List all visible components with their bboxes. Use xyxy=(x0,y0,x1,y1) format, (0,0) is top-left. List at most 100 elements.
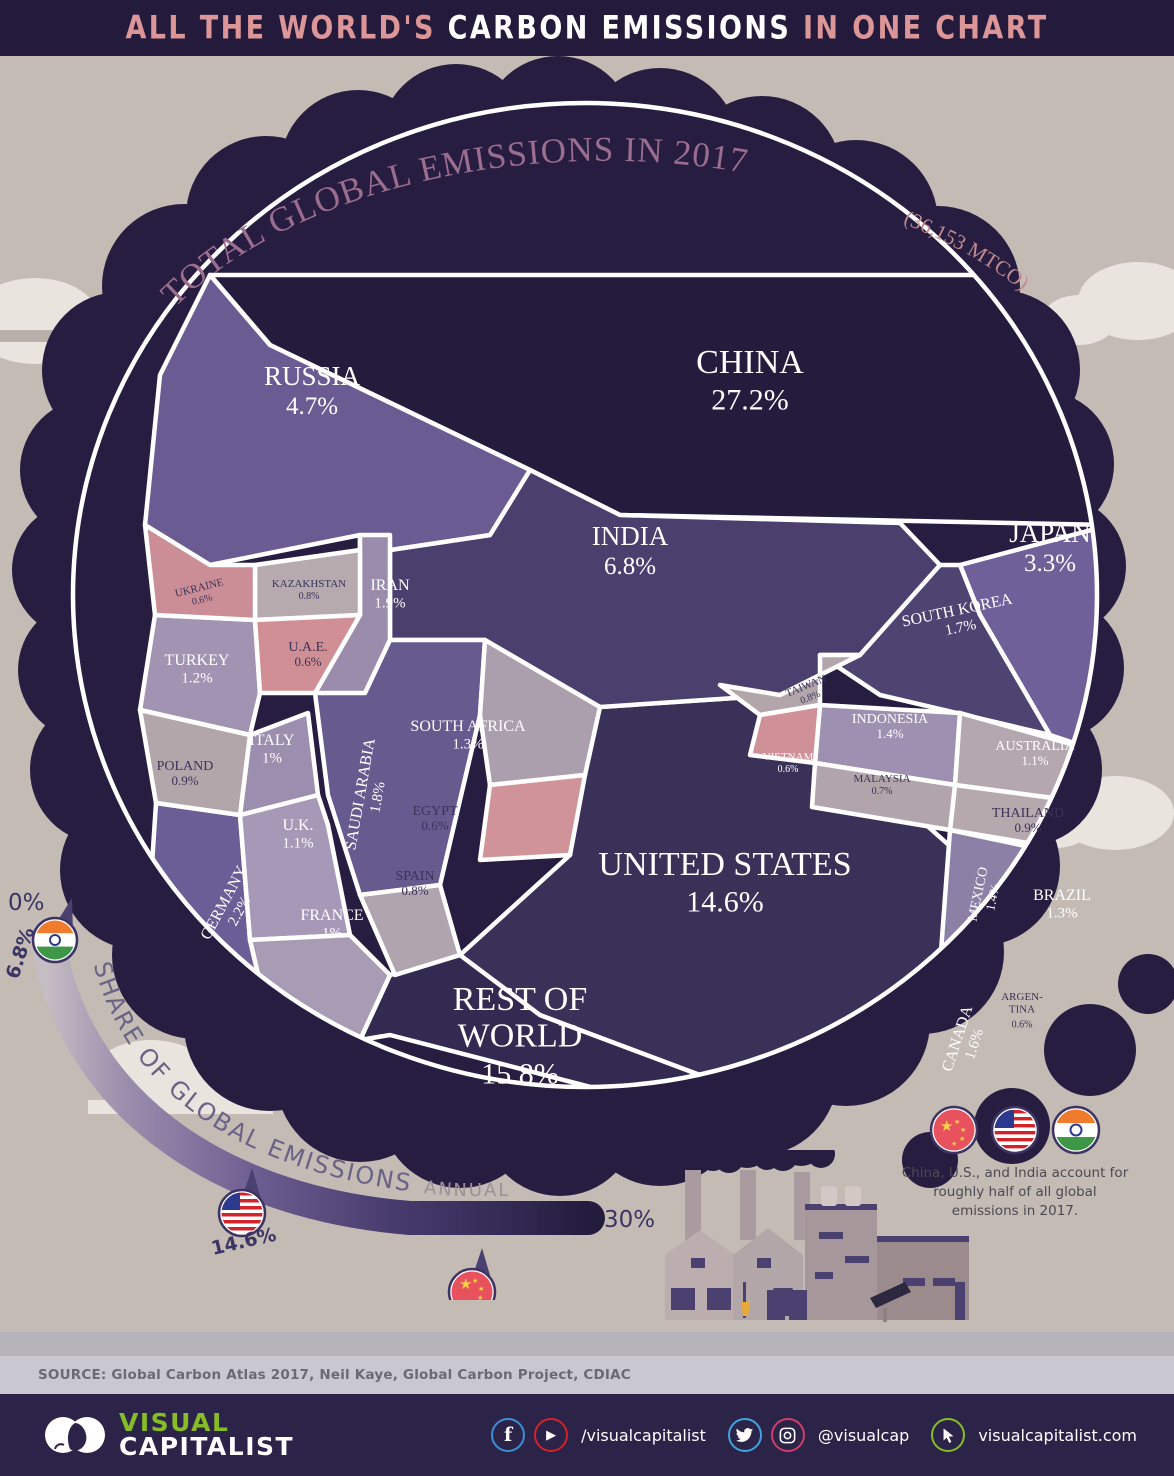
cell-value: 6.8% xyxy=(604,553,656,580)
cursor-icon[interactable] xyxy=(931,1418,966,1452)
cell-country-name: KAZAKHSTAN xyxy=(272,578,346,590)
cell-value: 1.1% xyxy=(1021,753,1048,768)
cell-country-name: ARGEN- xyxy=(1001,991,1043,1003)
cell-value: 1.1% xyxy=(282,835,313,851)
cooling-tower xyxy=(821,1186,837,1206)
cell-country-name: SPAIN xyxy=(395,869,434,884)
cell-country-name-line2: WORLD xyxy=(458,1018,583,1055)
cell-country-name: FRANCE xyxy=(300,907,363,924)
page-title-part2: CARBON EMISSIONS xyxy=(447,9,803,47)
smokestack xyxy=(740,1170,756,1240)
cell-country-name: EGYPT xyxy=(412,804,458,819)
cell-value: 0.6% xyxy=(778,764,799,775)
svg-text:★: ★ xyxy=(477,1294,483,1300)
cell-value: 1.7% xyxy=(944,617,978,639)
cell-value: 1% xyxy=(322,925,342,941)
logo-line-1: VISUAL xyxy=(119,1408,230,1438)
facebook-icon[interactable]: f xyxy=(491,1418,526,1452)
cell-country-name: ITALY xyxy=(249,732,295,749)
svg-text:★: ★ xyxy=(959,1135,965,1143)
china-flag-icon: ★ ★ ★ ★ ★ xyxy=(929,1105,979,1155)
cell-value: 4.7% xyxy=(286,393,338,420)
cell-value: 0.8% xyxy=(299,591,320,602)
usa-flag-icon xyxy=(990,1105,1040,1155)
cell-country-name: MALAYSIA xyxy=(853,773,910,785)
treemap-cell[interactable] xyxy=(747,702,823,766)
cell-country-name: AUSTRALIA xyxy=(995,739,1075,754)
smokestack-plumes xyxy=(657,1150,835,1174)
cell-value: 1.4% xyxy=(876,726,903,741)
note-text: China, U.S., and India account for rough… xyxy=(901,1165,1129,1220)
footer-bar: VISUAL CAPITALIST f ▶ /visualcapitalist … xyxy=(0,1394,1174,1476)
cell-country-name: TURKEY xyxy=(165,652,230,669)
social-links: f ▶ /visualcapitalist @visualcap visualc… xyxy=(491,1418,1150,1452)
treemap-cell[interactable] xyxy=(477,772,588,863)
share-of-emissions-scale: 0% 30% SHARE OF GLOBAL EMISSIONS ANNUAL … xyxy=(2,890,655,1300)
svg-text:★: ★ xyxy=(940,1117,953,1135)
website-url[interactable]: visualcapitalist.com xyxy=(978,1425,1137,1445)
treemap-cell[interactable] xyxy=(809,760,958,833)
cell-value: 0.7% xyxy=(872,786,893,797)
instagram-handle[interactable]: @visualcap xyxy=(817,1425,910,1445)
cell-value: 0.6% xyxy=(421,818,448,833)
header-bar: ALL THE WORLD'S CARBON EMISSIONS IN ONE … xyxy=(0,0,1174,56)
cell-value: 1.9% xyxy=(374,595,405,611)
youtube-icon[interactable]: ▶ xyxy=(534,1418,569,1452)
circular-treemap: CHINA 27.2% REST OF WORLD 15.8% UNITED STATES… xyxy=(60,95,1110,1105)
cell-value: 1.2% xyxy=(181,670,212,686)
cell-value: 0.6% xyxy=(1012,1020,1033,1031)
treemap-cell[interactable] xyxy=(817,562,1053,738)
treemap-cell-label: U.K.1.1% xyxy=(282,817,313,851)
conveyor-leg xyxy=(883,1308,887,1322)
logo-mark-icon xyxy=(45,1417,105,1453)
cell-country-name: INDIA xyxy=(592,521,669,551)
india-flag-icon xyxy=(35,920,75,960)
svg-text:★: ★ xyxy=(472,1277,478,1285)
key-takeaway-note: ★ ★ ★ ★ ★ xyxy=(900,1105,1130,1221)
treemap-cell[interactable] xyxy=(252,612,363,696)
treemap-cell[interactable] xyxy=(477,637,603,788)
treemap-cell[interactable] xyxy=(142,522,258,623)
ground-strip xyxy=(0,1332,1174,1356)
cell-country-name: POLAND xyxy=(157,759,214,774)
svg-text:★: ★ xyxy=(951,1140,957,1148)
page-title-part3: IN ONE CHART xyxy=(802,9,1049,47)
roof-trim xyxy=(877,1236,969,1242)
treemap-cell[interactable] xyxy=(357,882,463,978)
twitter-icon[interactable] xyxy=(727,1418,762,1452)
factory-building xyxy=(805,1208,877,1320)
visual-capitalist-logo[interactable]: VISUAL CAPITALIST xyxy=(44,1409,294,1461)
treemap-cell[interactable] xyxy=(137,707,253,818)
logo-wordmark: VISUAL CAPITALIST xyxy=(119,1408,294,1458)
cell-country-name: U.K. xyxy=(282,817,313,834)
cell-value: 0.6% xyxy=(294,654,321,669)
cell-country-name: JAPAN xyxy=(1009,518,1091,548)
cell-value: 1.8% xyxy=(367,781,388,815)
instagram-icon[interactable] xyxy=(770,1418,805,1452)
cell-value: 0.8% xyxy=(401,883,428,898)
cell-value: 1.3% xyxy=(1046,905,1077,921)
conveyor xyxy=(870,1282,911,1308)
youtube-handle[interactable]: /visualcapitalist xyxy=(581,1425,706,1445)
scale-title-suffix: ANNUAL xyxy=(423,1177,510,1201)
cell-country-name: RUSSIA xyxy=(264,361,361,391)
page-title-part1: ALL THE WORLD'S xyxy=(125,9,448,47)
